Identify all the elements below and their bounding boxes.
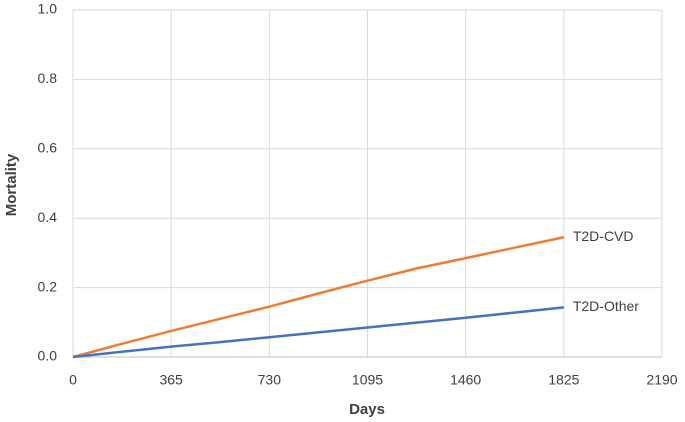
x-tick-label: 1825 (548, 372, 579, 388)
series-line (72, 236, 565, 359)
y-tick-label: 0.2 (38, 278, 58, 294)
y-tick-label: 0.8 (38, 70, 58, 86)
x-axis-title: Days (349, 401, 385, 418)
x-tick-label: 2190 (646, 372, 677, 388)
x-tick-label: 0 (69, 372, 77, 388)
y-tick-label: 1.0 (38, 1, 58, 17)
series-line (72, 306, 564, 359)
y-tick-label: 0.6 (38, 140, 58, 156)
y-tick-label: 0.0 (38, 348, 58, 364)
y-axis-title: Mortality (3, 153, 20, 216)
x-tick-label: 1095 (352, 372, 383, 388)
x-tick-label: 1460 (450, 372, 481, 388)
series-label: T2D-Other (573, 298, 639, 314)
series-label: T2D-CVD (573, 228, 634, 244)
y-tick-label: 0.4 (38, 209, 58, 225)
x-tick-label: 730 (258, 372, 282, 388)
x-tick-label: 365 (159, 372, 183, 388)
